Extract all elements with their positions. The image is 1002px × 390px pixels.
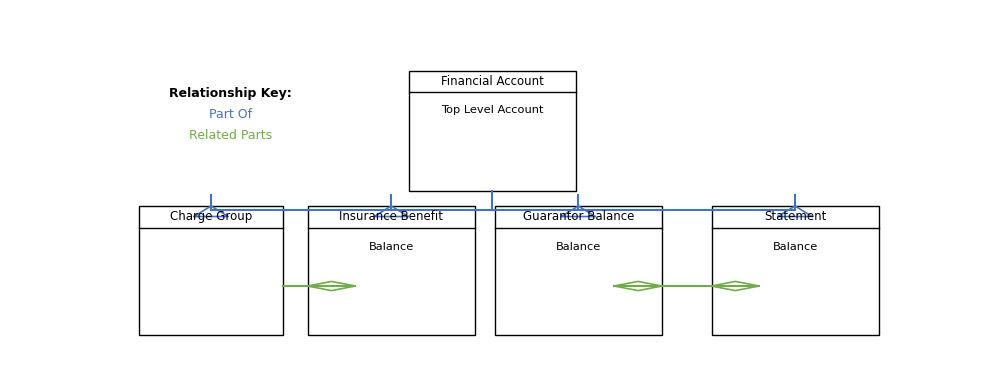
Text: Part Of: Part Of bbox=[208, 108, 252, 121]
Text: Balance: Balance bbox=[773, 242, 818, 252]
Bar bbox=[711, 206, 879, 335]
Text: Top Level Account: Top Level Account bbox=[441, 105, 543, 115]
Text: Financial Account: Financial Account bbox=[441, 75, 544, 88]
Bar bbox=[139, 206, 283, 335]
Bar bbox=[409, 71, 575, 191]
Text: Insurance Benefit: Insurance Benefit bbox=[340, 210, 443, 223]
Bar bbox=[495, 206, 662, 335]
Text: Balance: Balance bbox=[556, 242, 601, 252]
Text: Charge Group: Charge Group bbox=[170, 210, 253, 223]
Text: Statement: Statement bbox=[764, 210, 827, 223]
Text: Related Parts: Related Parts bbox=[188, 129, 272, 142]
Text: Relationship Key:: Relationship Key: bbox=[168, 87, 292, 100]
Bar bbox=[308, 206, 475, 335]
Text: Guarantor Balance: Guarantor Balance bbox=[523, 210, 634, 223]
Text: Balance: Balance bbox=[369, 242, 414, 252]
